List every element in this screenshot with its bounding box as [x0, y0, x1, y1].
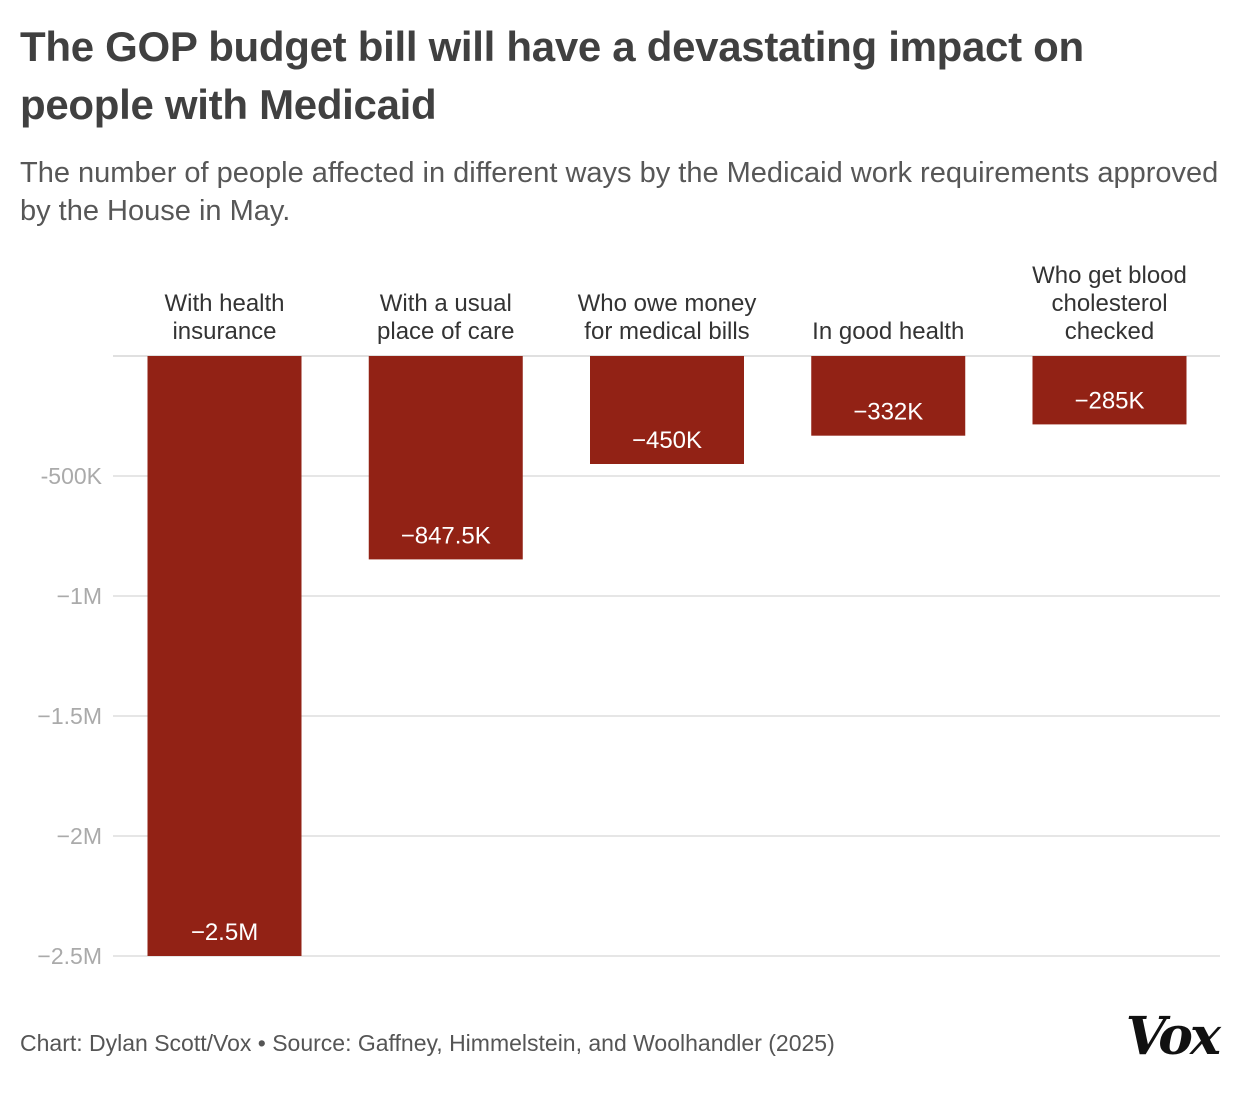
- category-label: In good health: [812, 318, 964, 345]
- y-tick-label: -500K: [41, 463, 103, 489]
- category-label: With health: [164, 290, 284, 317]
- bar-value-label: −285K: [1074, 387, 1144, 414]
- category-label: Who get blood: [1032, 262, 1187, 289]
- bar: [147, 356, 302, 956]
- vox-logo: Vox: [1125, 1006, 1221, 1067]
- y-tick-label: −2.5M: [37, 943, 102, 969]
- y-tick-label: −1.5M: [37, 703, 102, 729]
- category-label: for medical bills: [584, 318, 749, 345]
- bar: [811, 356, 966, 436]
- bar: [1032, 356, 1187, 425]
- chart-title: The GOP budget bill will have a devastat…: [20, 23, 1084, 128]
- bar: [590, 356, 744, 464]
- bar-value-label: −450K: [632, 427, 702, 454]
- bar-value-label: −332K: [853, 399, 923, 426]
- category-label: checked: [1065, 318, 1154, 345]
- category-label: Who owe money: [578, 290, 757, 317]
- bar: [368, 356, 523, 560]
- bar-chart: -500K −1M −1.5M −2M −2.5M −2.5M With healthins…: [37, 262, 1220, 969]
- category-label: insurance: [172, 318, 276, 345]
- y-tick-label: −1M: [57, 583, 102, 609]
- category-label: cholesterol: [1051, 290, 1167, 317]
- bar-value-label: −847.5K: [401, 522, 491, 549]
- category-label: place of care: [377, 318, 514, 345]
- chart-subtitle: The number of people affected in differe…: [20, 157, 1219, 227]
- bar-value-label: −2.5M: [191, 919, 258, 946]
- category-label: With a usual: [380, 290, 512, 317]
- y-tick-label: −2M: [57, 823, 102, 849]
- chart-credit: Chart: Dylan Scott/Vox • Source: Gaffney…: [20, 1030, 835, 1056]
